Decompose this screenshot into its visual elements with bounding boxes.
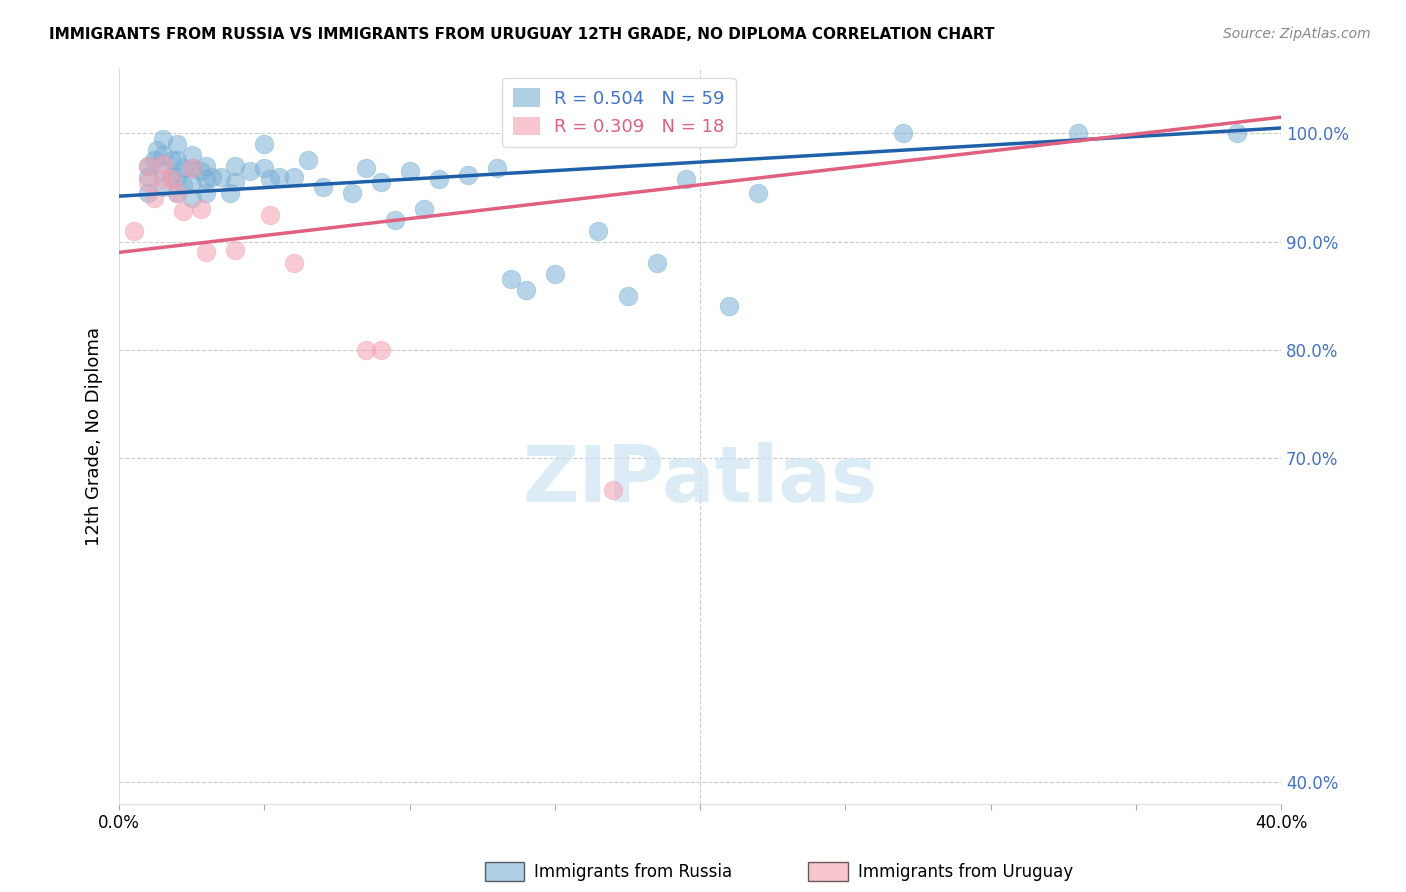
Point (195, 171, 218, 186)
Point (136, 175, 159, 189)
Point (152, 180, 174, 194)
Point (166, 137, 188, 152)
Point (190, 202, 212, 216)
Point (747, 186, 769, 200)
Point (172, 204, 194, 219)
Point (195, 159, 218, 173)
Point (180, 161, 202, 175)
Point (457, 168, 479, 182)
Point (283, 169, 305, 184)
Point (136, 186, 159, 200)
Point (166, 186, 188, 200)
Point (485, 161, 508, 175)
Point (166, 169, 188, 184)
Point (893, 127, 915, 141)
Point (283, 256, 305, 270)
Point (354, 161, 377, 175)
Point (172, 161, 194, 175)
Text: Source: ZipAtlas.com: Source: ZipAtlas.com (1223, 27, 1371, 41)
Point (413, 202, 436, 216)
Point (136, 169, 159, 184)
Point (166, 186, 188, 200)
Point (152, 164, 174, 178)
Point (297, 153, 319, 168)
Point (152, 171, 174, 186)
Point (602, 483, 624, 498)
Text: Immigrants from Russia: Immigrants from Russia (534, 863, 733, 881)
Point (384, 213, 406, 227)
Point (675, 171, 697, 186)
Point (1226, 127, 1249, 141)
Point (398, 164, 420, 178)
Point (259, 208, 281, 222)
Point (370, 343, 392, 357)
Point (259, 171, 281, 186)
Point (190, 164, 212, 178)
Point (253, 161, 276, 175)
Point (253, 137, 276, 152)
Point (370, 175, 392, 189)
Point (160, 169, 183, 184)
Point (718, 300, 741, 314)
Point (427, 171, 450, 186)
Point (180, 161, 202, 175)
Text: Immigrants from Uruguay: Immigrants from Uruguay (858, 863, 1073, 881)
Point (224, 175, 246, 189)
Point (152, 148, 174, 162)
Point (267, 169, 290, 184)
Point (501, 272, 523, 286)
Point (218, 186, 240, 200)
Point (172, 178, 194, 193)
Point (354, 343, 377, 357)
Point (616, 288, 638, 302)
Point (544, 267, 567, 281)
Point (201, 169, 224, 184)
Point (152, 132, 174, 146)
Point (224, 159, 246, 173)
Point (180, 191, 202, 205)
Point (160, 153, 183, 168)
Point (195, 245, 218, 260)
Text: IMMIGRANTS FROM RUSSIA VS IMMIGRANTS FROM URUGUAY 12TH GRADE, NO DIPLOMA CORRELA: IMMIGRANTS FROM RUSSIA VS IMMIGRANTS FRO… (49, 27, 994, 42)
Point (224, 244, 246, 258)
Point (209, 169, 232, 184)
Point (195, 186, 218, 200)
Point (180, 175, 202, 189)
Point (122, 224, 145, 238)
Point (143, 191, 166, 205)
Point (136, 159, 159, 173)
Point (166, 153, 188, 168)
Legend: R = 0.504   N = 59, R = 0.309   N = 18: R = 0.504 N = 59, R = 0.309 N = 18 (502, 78, 735, 147)
Point (143, 153, 166, 168)
Point (180, 148, 202, 162)
Point (1066, 127, 1088, 141)
Point (152, 157, 174, 171)
Text: ZIPatlas: ZIPatlas (523, 442, 877, 518)
Point (515, 283, 537, 297)
Point (239, 164, 262, 178)
Point (146, 143, 169, 157)
Point (160, 171, 183, 186)
Point (340, 186, 363, 200)
Y-axis label: 12th Grade, No Diploma: 12th Grade, No Diploma (86, 326, 103, 546)
Point (645, 256, 668, 270)
Point (588, 224, 610, 238)
Point (136, 159, 159, 173)
Point (311, 180, 333, 194)
